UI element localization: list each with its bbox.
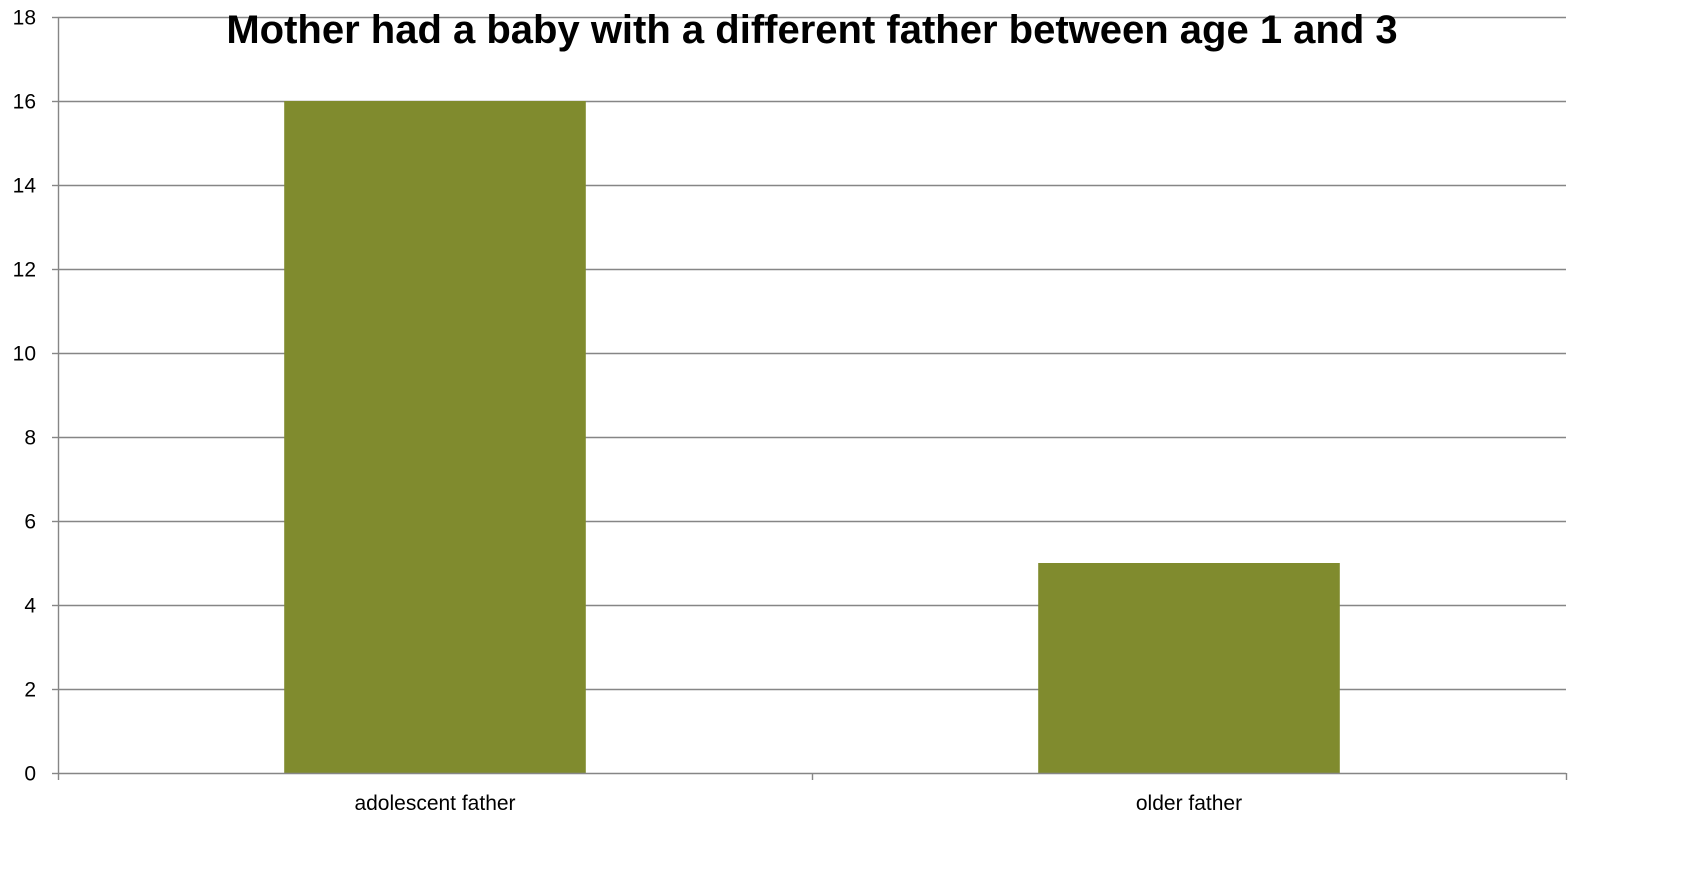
y-tick-label: 6 xyxy=(24,511,36,534)
y-tick-label: 14 xyxy=(13,175,37,198)
y-tick-label: 0 xyxy=(24,763,36,786)
bar xyxy=(284,101,586,773)
y-tick-label: 12 xyxy=(13,259,36,282)
x-tick-label: adolescent father xyxy=(354,792,515,815)
y-tick-label: 4 xyxy=(24,595,36,618)
y-tick-label: 16 xyxy=(13,91,36,114)
y-tick-label: 8 xyxy=(24,427,36,450)
y-tick-label: 18 xyxy=(13,7,36,30)
y-tick-label: 10 xyxy=(13,343,36,366)
chart-title: Mother had a baby with a different fathe… xyxy=(226,8,1398,52)
bar xyxy=(1038,563,1340,773)
x-tick-label: older father xyxy=(1136,792,1242,815)
y-tick-label: 2 xyxy=(24,679,36,702)
